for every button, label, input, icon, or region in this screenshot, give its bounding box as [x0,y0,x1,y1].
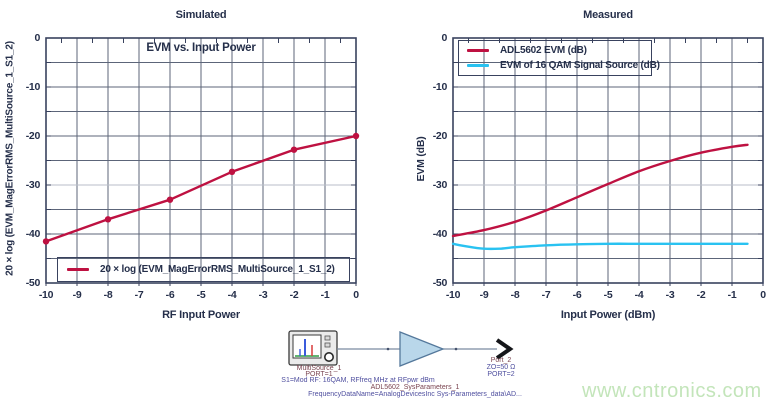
simulated-legend: 20 × log (EVM_MagErrorRMS_MultiSource_1_… [57,257,350,282]
x-tick-label: -9 [72,289,82,301]
y-tick-label: -10 [432,81,448,93]
y-tick-label: -30 [432,179,448,191]
legend-line-swatch [67,268,89,271]
x-tick-label: -6 [572,289,582,301]
legend-entry-label: 20 × log (EVM_MagErrorRMS_MultiSource_1_… [100,264,335,275]
legend-entry: ADL5602 EVM (dB) [459,45,651,56]
legend-entry-label: EVM of 16 QAM Signal Source (dB) [500,60,660,71]
x-tick-label: -5 [603,289,613,301]
x-tick-label: -7 [134,289,144,301]
source-port-label: PORT=1 [305,371,333,378]
x-tick-label: -9 [479,289,489,301]
x-tick-label: 0 [760,289,766,301]
x-tick-label: -8 [510,289,520,301]
x-tick-label: -3 [258,289,268,301]
measured-chart-title: Measured [583,9,633,21]
source-parameter-label: S1=Mod RF: 16QAM, RFfreq MHz at RFpwr dB… [281,377,435,384]
output-port-impedance-label: ZO=50 Ω [486,364,516,371]
x-tick-label: -1 [727,289,737,301]
legend-entry: 20 × log (EVM_MagErrorRMS_MultiSource_1_… [58,264,349,275]
simulated-inner-title: EVM vs. Input Power [146,42,256,54]
x-tick-label: -7 [541,289,551,301]
y-tick-label: -20 [25,130,41,142]
simulated-x-axis-label: RF Input Power [162,309,240,321]
y-tick-label: -40 [25,228,41,240]
output-port-name-label: Port_2 [490,357,512,364]
x-tick-label: -10 [445,289,461,301]
x-tick-label: -8 [103,289,113,301]
x-tick-label: -10 [38,289,54,301]
legend-entry-label: ADL5602 EVM (dB) [500,45,587,56]
x-tick-label: -3 [665,289,675,301]
x-tick-label: -4 [634,289,644,301]
measured-y-axis-label: EVM (dB) [415,136,427,182]
y-tick-label: 0 [34,32,40,44]
x-tick-label: 0 [353,289,359,301]
simulated-y-axis-label: 20 × log (EVM_MagErrorRMS_MultiSource_1_… [4,41,16,276]
y-tick-label: -10 [25,81,41,93]
legend-line-swatch [467,49,489,52]
y-tick-label: -40 [432,228,448,240]
x-tick-label: -2 [289,289,299,301]
amplifier-parameter-label: FrequencyDataName=AnalogDevicesInc Sys-P… [308,391,522,398]
measured-legend: ADL5602 EVM (dB) EVM of 16 QAM Signal So… [458,40,660,76]
output-port-number-label: PORT=2 [487,371,515,378]
x-tick-label: -1 [320,289,330,301]
measured-x-axis-label: Input Power (dBm) [560,309,656,321]
x-tick-label: -4 [227,289,237,301]
y-tick-label: -30 [25,179,41,191]
source-instance-label: MultiSource_1 [296,365,342,372]
watermark-text: www.cntronics.com [582,380,762,402]
y-tick-label: -50 [25,277,41,289]
x-tick-label: -2 [696,289,706,301]
y-tick-label: -20 [432,130,448,142]
y-tick-label: -50 [432,277,448,289]
legend-entry: EVM of 16 QAM Signal Source (dB) [459,60,660,71]
amplifier-instance-label: ADL5602_SysParameters_1 [370,384,460,391]
x-tick-label: -6 [165,289,175,301]
x-tick-label: -5 [196,289,206,301]
legend-line-swatch [467,64,489,67]
simulated-chart-title: Simulated [175,9,227,21]
y-tick-label: 0 [441,32,447,44]
